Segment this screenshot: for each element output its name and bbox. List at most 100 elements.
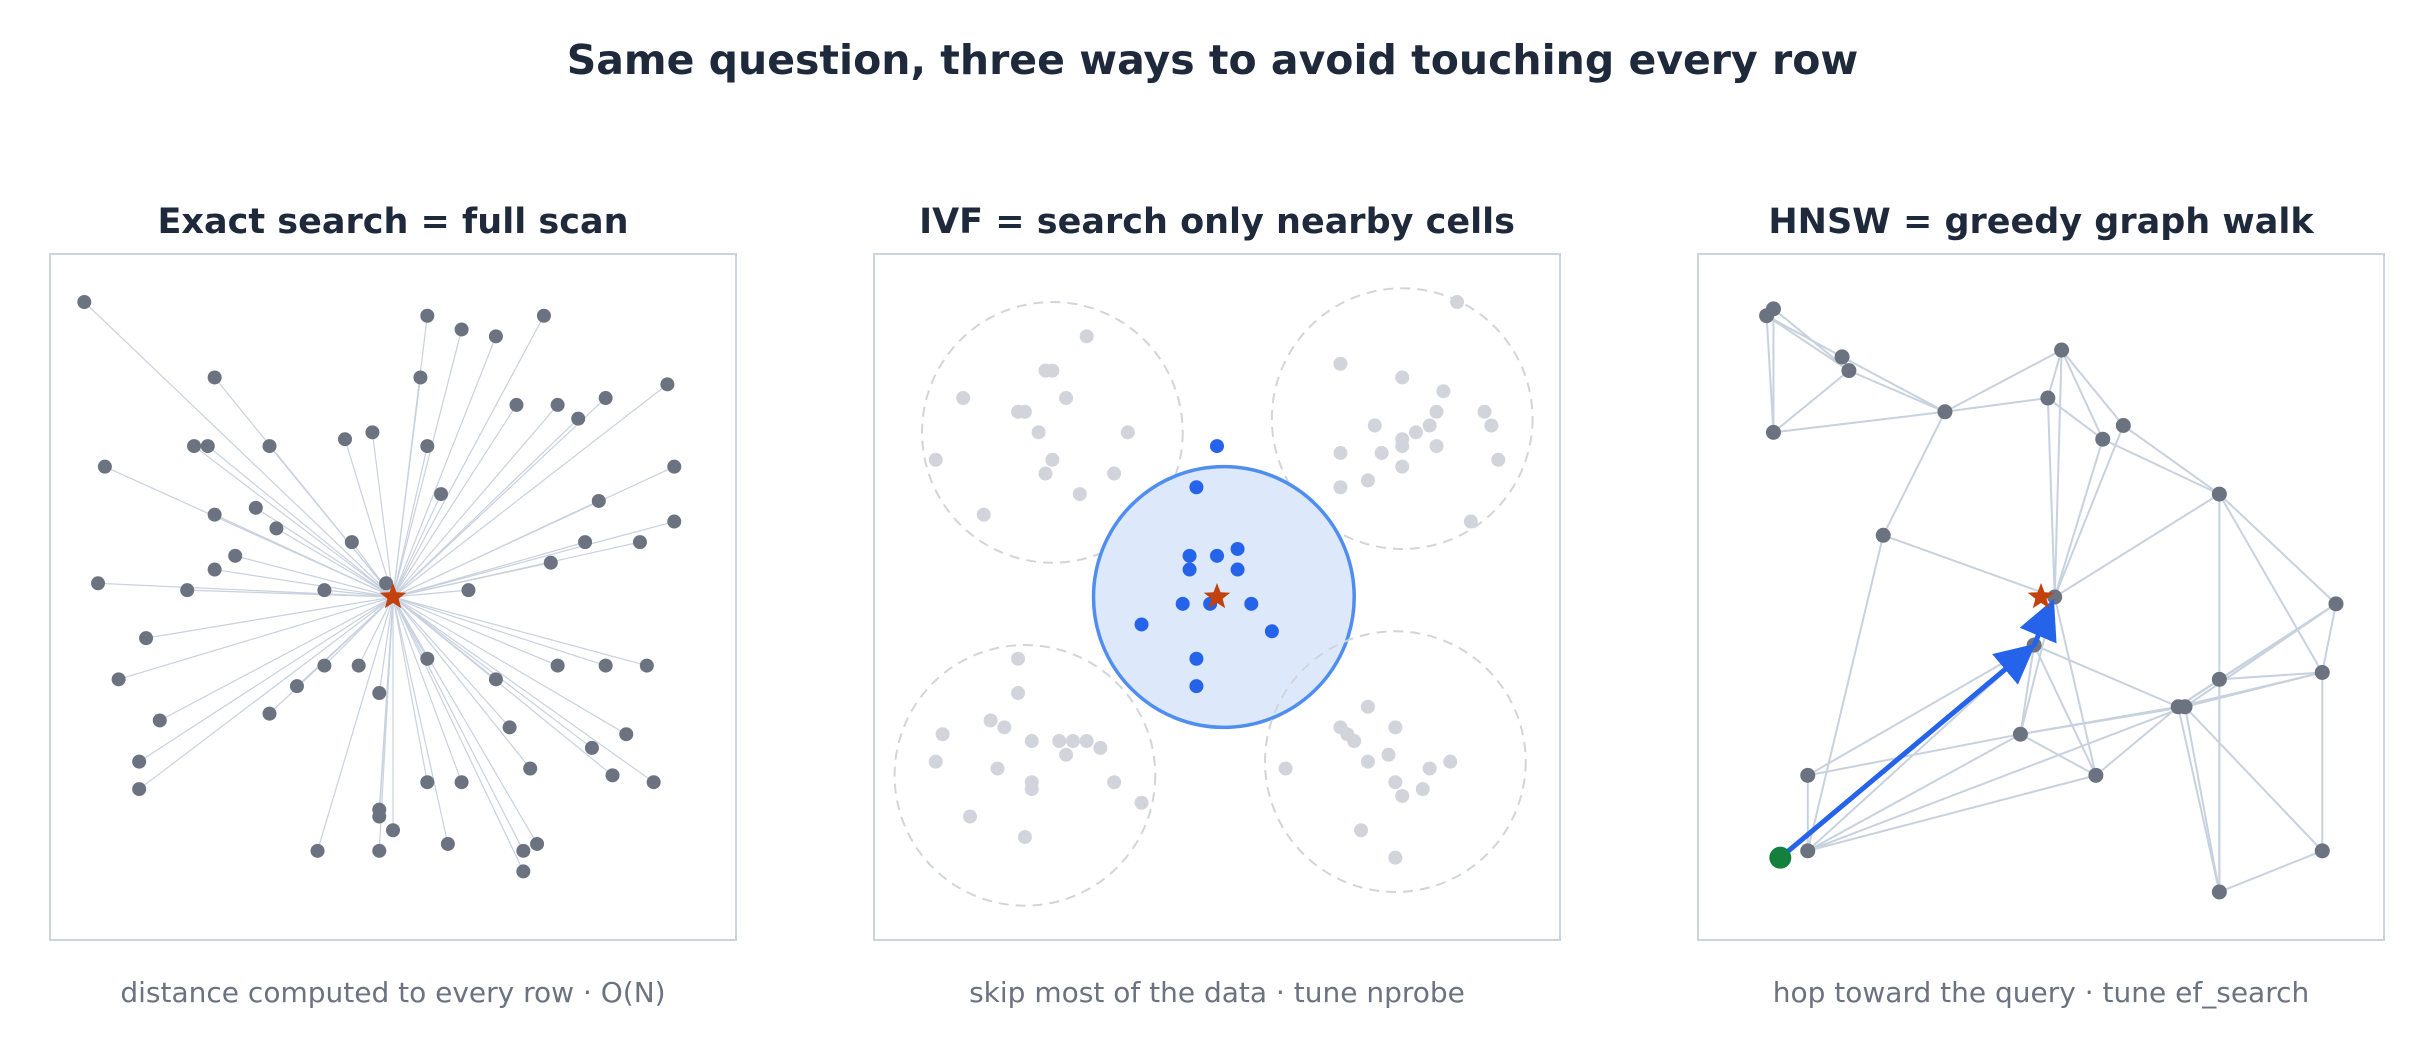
distance-line — [392, 596, 606, 667]
skipped-point — [1388, 720, 1403, 735]
data-point — [667, 459, 682, 474]
skipped-point — [976, 507, 991, 522]
inactive-cell — [1264, 630, 1527, 893]
distance-line — [392, 445, 428, 598]
data-point — [132, 754, 147, 769]
distance-line — [392, 520, 675, 598]
graph-edge — [1807, 774, 2097, 852]
distance-line — [138, 596, 394, 763]
graph-edge — [1848, 369, 1946, 413]
hnsw-panel — [1697, 253, 2385, 941]
graph-node — [1800, 843, 1816, 859]
data-point — [139, 631, 154, 646]
distance-line — [392, 315, 428, 598]
graph-edge — [1765, 315, 1775, 433]
graph-edge — [1807, 733, 2021, 777]
panel-title-exact: Exact search = full scan — [157, 202, 629, 242]
graph-node — [2115, 418, 2131, 433]
skipped-point — [1024, 734, 1039, 749]
inactive-cell — [921, 301, 1184, 564]
panel-frame — [873, 253, 1561, 941]
exact-search-panel — [49, 253, 737, 941]
data-point — [440, 836, 455, 851]
distance-line — [392, 596, 463, 783]
skipped-point — [997, 720, 1012, 735]
searched-point — [1230, 562, 1245, 577]
distance-line — [83, 301, 394, 598]
data-point — [372, 686, 387, 701]
graph-edge — [2020, 705, 2186, 736]
data-point — [591, 493, 606, 508]
distance-line — [378, 596, 394, 694]
data-point — [543, 555, 558, 570]
data-point — [180, 583, 195, 598]
distance-line — [392, 541, 641, 598]
data-point — [97, 459, 112, 474]
graph-edge — [1807, 733, 2021, 852]
graph-node — [1875, 527, 1891, 543]
data-point — [420, 439, 435, 454]
search-hop-arrow — [2019, 598, 2057, 648]
graph-edge — [2047, 397, 2104, 441]
query-star-icon — [379, 583, 407, 609]
skipped-point — [1059, 391, 1074, 406]
data-point — [262, 439, 277, 454]
skipped-point — [1333, 480, 1348, 495]
skipped-point — [1017, 830, 1032, 845]
distance-line — [392, 596, 524, 852]
distance-line — [145, 596, 394, 639]
skipped-point — [1024, 775, 1039, 790]
graph-edge — [2060, 349, 2104, 440]
searched-point — [1189, 679, 1204, 694]
graph-edge — [1882, 534, 2056, 598]
graph-node — [2211, 671, 2227, 687]
skipped-point — [1360, 473, 1375, 488]
distance-line — [392, 596, 627, 735]
skipped-point — [1011, 686, 1026, 701]
data-point — [386, 823, 400, 838]
skipped-point — [1381, 747, 1396, 762]
graph-edge — [1807, 705, 2186, 852]
distance-line — [392, 315, 545, 598]
distance-line — [214, 568, 394, 598]
data-point — [516, 843, 531, 858]
data-point — [317, 583, 332, 598]
skipped-point — [1360, 754, 1375, 769]
graph-edge — [2046, 349, 2063, 399]
graph-node — [1937, 404, 1953, 420]
data-point — [502, 720, 517, 735]
graph-edge — [1944, 349, 2063, 413]
searched-point — [1210, 548, 1224, 563]
data-point — [639, 658, 654, 673]
graph-edge — [2102, 438, 2220, 496]
entry-point-node — [1769, 846, 1792, 869]
graph-node — [2211, 486, 2227, 502]
data-point — [420, 308, 435, 323]
data-point — [207, 507, 222, 522]
skipped-point — [1079, 734, 1094, 749]
main-title: Same question, three ways to avoid touch… — [566, 36, 1859, 84]
query-star-icon — [2027, 583, 2055, 609]
skipped-point — [1333, 445, 1348, 460]
distance-line — [371, 432, 394, 598]
searched-point — [1182, 562, 1197, 577]
graph-node — [2095, 431, 2111, 447]
distance-line — [316, 596, 394, 851]
data-point — [509, 397, 524, 412]
data-point — [598, 391, 613, 406]
data-point — [619, 727, 634, 742]
searched-point — [1189, 480, 1204, 495]
graph-node — [2314, 843, 2330, 859]
data-point — [77, 295, 92, 310]
searched-point — [1244, 596, 1259, 611]
distance-line — [392, 404, 517, 598]
data-point — [632, 535, 647, 550]
data-point — [132, 782, 147, 797]
data-point — [550, 397, 565, 412]
skipped-point — [1395, 370, 1410, 385]
distance-line — [138, 596, 394, 790]
skipped-point — [935, 727, 950, 742]
distance-line — [392, 596, 558, 667]
skipped-point — [1367, 418, 1382, 433]
caption-ivf: skip most of the data · tune nprobe — [969, 976, 1465, 1009]
